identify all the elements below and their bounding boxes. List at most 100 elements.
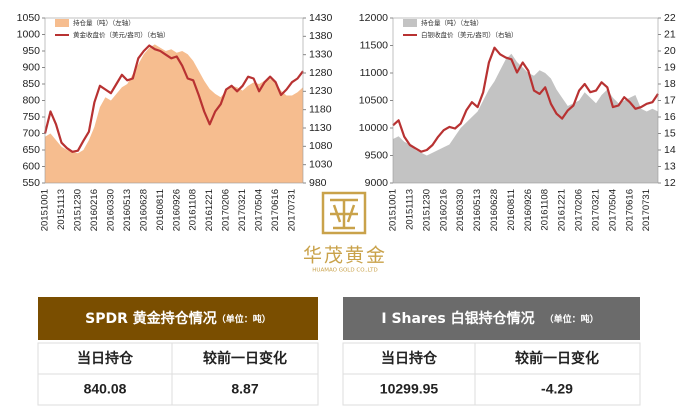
cell: 8.87 [231, 381, 258, 397]
y-tick-label: 10500 [359, 94, 388, 106]
y2-tick-label: 22 [664, 12, 676, 24]
line [392, 46, 659, 153]
table: SPDR 黄金持仓情况（单位：吨） 当日持仓 较前一日变化 840.08 8.8… [37, 297, 641, 406]
cell: -4.29 [541, 381, 573, 397]
x-tick-label: 20160926 [171, 189, 182, 231]
table-header [343, 297, 640, 340]
y2-tick-label: 1130 [309, 122, 332, 134]
x-tick-label: 20151230 [72, 189, 83, 231]
x-tick-label: 20161108 [188, 189, 199, 231]
unit: （单位：吨） [545, 313, 599, 325]
x-tick-label: 20160628 [138, 189, 149, 231]
area [45, 44, 303, 184]
logo-icon [330, 198, 358, 230]
column-header: 较前一日变化 [515, 350, 599, 367]
y2-tick-label: 1280 [309, 67, 333, 79]
column-header: 当日持仓 [77, 350, 134, 367]
x-tick-label: 20160330 [105, 189, 116, 231]
x-tick-label: 20170731 [287, 189, 298, 231]
x-tick-label: 20160628 [489, 189, 500, 231]
logo-name: 华茂黄金 [303, 245, 387, 267]
table-title: SPDR 黄金持仓情况（单位：吨） [85, 310, 271, 327]
y2-tick-label: 1230 [309, 85, 333, 97]
y2-tick-label: 1030 [309, 158, 333, 170]
x-tick-label: 20151001 [388, 189, 399, 231]
y-tick-label: 11000 [360, 67, 389, 79]
y2-tick-label: 17 [664, 94, 676, 106]
chart: 9000 9500 10000 10500 11000 11500 12000 12 13 14 1… [359, 12, 676, 232]
x-tick-label: 20170504 [607, 189, 618, 231]
y2-tick-label: 16 [664, 111, 676, 123]
x-tick-label: 20170616 [270, 189, 281, 231]
y2-tick-label: 18 [664, 78, 676, 90]
y2-tick-label: 1180 [309, 103, 332, 115]
x-tick-label: 20161221 [557, 189, 568, 231]
x-tick-label: 20151113 [56, 189, 67, 230]
legend-swatch [55, 19, 69, 27]
cell: 840.08 [84, 381, 127, 397]
y-tick-label: 700 [22, 127, 40, 139]
y2-tick-label: 980 [309, 177, 327, 189]
y2-tick-label: 20 [664, 45, 676, 57]
legend-label: 持仓量（吨）（左轴） [421, 18, 483, 27]
y2-tick-label: 19 [664, 61, 676, 73]
y-tick-label: 900 [22, 61, 40, 73]
y-tick-label: 750 [22, 111, 40, 123]
y-tick-label: 9000 [365, 177, 389, 189]
area [393, 53, 658, 183]
x-tick-label: 20160926 [523, 189, 534, 231]
table-title: I Shares 白银持仓情况 （单位：吨） [381, 310, 598, 327]
x-tick-label: 20160811 [506, 189, 517, 231]
y-tick-label: 11500 [360, 39, 389, 51]
x-tick-label: 20170321 [237, 189, 248, 231]
x-tick-label: 20160513 [122, 189, 133, 231]
x-tick-label: 20160216 [89, 189, 100, 231]
unit: （单位：吨） [217, 313, 271, 325]
x-tick-label: 20160216 [438, 189, 449, 231]
x-tick-label: 20170206 [221, 189, 232, 231]
column-header: 当日持仓 [381, 350, 438, 367]
x-tick-label: 20151230 [421, 189, 432, 231]
x-tick-label: 20170206 [574, 189, 585, 231]
x-tick-label: 20160811 [155, 189, 166, 231]
x-tick-label: 20161108 [540, 189, 551, 231]
y-tick-label: 9500 [365, 149, 389, 161]
y-tick-label: 1050 [17, 12, 41, 24]
y2-tick-label: 13 [664, 160, 676, 172]
y2-tick-label: 1430 [309, 12, 333, 24]
logo-subtitle: HUAMAO GOLD CO.,LTD [312, 268, 377, 274]
y2-tick-label: 1330 [309, 48, 333, 60]
x-tick-label: 20151001 [40, 189, 51, 231]
y-tick-label: 650 [22, 144, 40, 156]
title: SPDR 黄金持仓情况 [85, 310, 217, 327]
x-tick-label: 20160513 [472, 189, 483, 231]
legend-swatch [403, 19, 417, 27]
cell: 10299.95 [380, 381, 439, 397]
table-header [38, 297, 318, 340]
column-header: 较前一日变化 [203, 350, 287, 367]
chart: 550 600 650 700 750 800 850 900 950 1000 1050 980 10… [17, 12, 333, 232]
y-tick-label: 850 [22, 78, 40, 90]
legend-label: 白银收盘价（美元/盎司）（右轴） [421, 30, 517, 39]
logo-icon [321, 191, 367, 235]
y-tick-label: 10000 [359, 122, 388, 134]
x-tick-label: 20170504 [254, 189, 265, 231]
y-tick-label: 1000 [17, 28, 41, 40]
y-tick-label: 550 [22, 177, 40, 189]
y-tick-label: 800 [22, 94, 40, 106]
y2-tick-label: 1380 [309, 30, 333, 42]
x-tick-label: 20170616 [624, 189, 635, 231]
y-tick-label: 12000 [359, 12, 388, 24]
x-tick-label: 20170731 [641, 189, 652, 231]
title: I Shares 白银持仓情况 [381, 310, 534, 327]
legend-label: 黄金收盘价（美元/盎司）（右轴） [73, 30, 169, 39]
y2-tick-label: 14 [664, 144, 676, 156]
x-tick-label: 20170321 [590, 189, 601, 231]
y2-tick-label: 21 [664, 28, 676, 40]
y2-tick-label: 12 [664, 177, 676, 189]
y2-tick-label: 15 [664, 127, 676, 139]
y-tick-label: 600 [22, 160, 40, 172]
x-tick-label: 20160330 [455, 189, 466, 231]
x-tick-label: 20161221 [204, 189, 215, 231]
